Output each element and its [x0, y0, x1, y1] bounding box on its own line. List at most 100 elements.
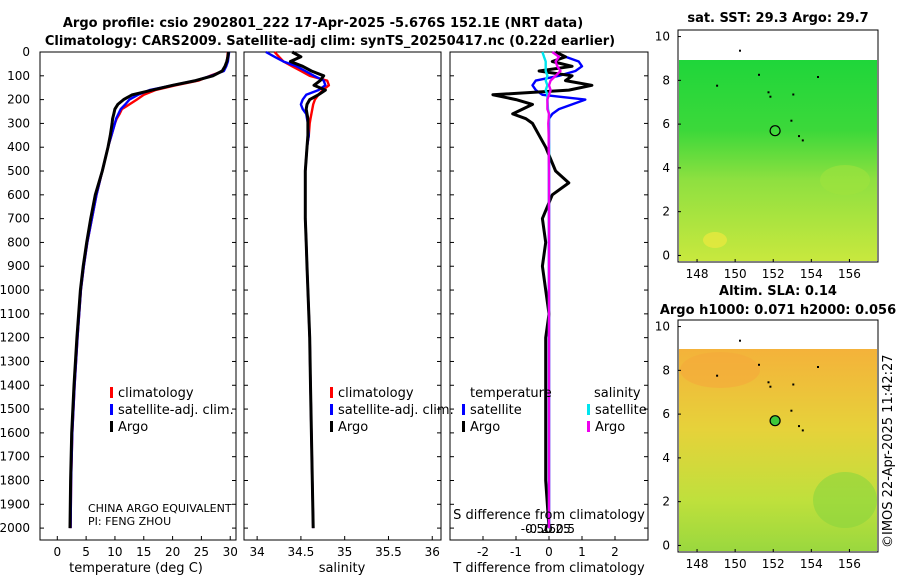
legend-marker-t-satellite [462, 404, 465, 415]
sst-warm-patch [820, 165, 870, 195]
temperature-lines [68, 51, 231, 529]
salinity-xlabel: salinity [319, 561, 366, 576]
legend-label-t-argo: Argo [470, 420, 500, 435]
sla-map-frame [677, 319, 879, 553]
salinity-legend: climatology satellite-adj. clim. Argo [330, 386, 454, 435]
island-dot [769, 385, 772, 388]
map-y-tick-label: 8 [662, 363, 670, 377]
legend-label-t-satellite: satellite [470, 403, 522, 418]
t-difference-x-ticks: -2 -1 0 1 2 [477, 536, 619, 559]
x-tick-label: 0 [545, 545, 553, 559]
sst-map-title: sat. SST: 29.3 Argo: 29.7 [687, 11, 868, 26]
island-dot [817, 76, 819, 78]
temperature-panel: 0 5 10 15 20 25 30 temperature (deg C) climato… [39, 51, 238, 576]
depth-tick-label: 1000 [0, 283, 30, 297]
depth-tick-label: 1700 [0, 450, 30, 464]
island-dot [767, 381, 770, 384]
x-tick-label: 0 [53, 545, 61, 559]
sla-map-title: Altim. SLA: 0.14 [719, 284, 837, 299]
t-difference-xlabel: T difference from climatology [452, 561, 645, 576]
x-tick-label: 35.5 [375, 545, 402, 559]
series-line-t-satellite [531, 50, 587, 529]
legend-label-argo: Argo [118, 420, 148, 435]
depth-tick-label: 1500 [0, 402, 30, 416]
depth-tick-label: 1800 [0, 473, 30, 487]
legend-label-satellite: satellite-adj. clim. [338, 403, 454, 418]
x-tick-label: 34.5 [288, 545, 315, 559]
sla-map-ticks: 148 150 152 154 156 0 2 4 6 8 10 [655, 320, 861, 571]
legend-marker-argo [110, 421, 113, 432]
s-tick-label: 0.5 [556, 522, 575, 536]
depth-tick-label: 0 [22, 45, 30, 59]
difference-legend: temperature salinity satellite Argo sate… [462, 386, 647, 435]
depth-tick-label: 100 [7, 69, 30, 83]
depth-tick-label: 1100 [0, 307, 30, 321]
sst-map-frame [677, 29, 879, 263]
map-x-tick-label: 148 [686, 267, 709, 281]
island-dot [758, 73, 760, 76]
credit-timestamp: ©IMOS 22-Apr-2025 11:42:27 [881, 354, 896, 548]
sla-map: Altim. SLA: 0.14 Argo h1000: 0.071 h2000… [655, 284, 896, 571]
map-y-tick-label: 2 [662, 495, 670, 509]
x-tick-label: 35 [337, 545, 352, 559]
series-line-climatology [273, 51, 331, 529]
figure-title-line1: Argo profile: csio 2902801_222 17-Apr-20… [63, 16, 583, 31]
depth-tick-label: 1200 [0, 331, 30, 345]
map-y-tick-label: 10 [655, 30, 670, 44]
depth-tick-label: 1400 [0, 378, 30, 392]
series-line-satellite-adj-clim- [265, 50, 327, 529]
argo-float-marker [769, 415, 781, 427]
legend-marker-climatology [110, 387, 113, 398]
argo-float-marker [769, 125, 781, 137]
legend-title-temperature: temperature [470, 386, 552, 401]
legend-title-salinity: salinity [594, 386, 641, 401]
island-dot [758, 363, 760, 366]
difference-lines [491, 50, 594, 529]
legend-label-satellite: satellite-adj. clim. [118, 403, 234, 418]
x-tick-label: 34 [249, 545, 264, 559]
depth-tick-label: 1300 [0, 354, 30, 368]
sla-low-patch [813, 472, 877, 528]
map-x-tick-label: 154 [800, 267, 823, 281]
sst-map-ticks: 148 150 152 154 156 0 2 4 6 8 10 [655, 30, 861, 281]
island-dot [798, 425, 800, 428]
island-dot [739, 339, 741, 342]
series-line-argo [288, 50, 327, 529]
map-y-tick-label: 0 [662, 538, 670, 552]
map-y-tick-label: 2 [662, 205, 670, 219]
island-dot [801, 139, 804, 142]
s-tick-label: 0.25 [544, 522, 571, 536]
x-tick-label: 1 [578, 545, 586, 559]
depth-axis: 0 100 200 300 400 500 600 700 800 900 1000 1100 1200… [0, 45, 648, 535]
map-x-tick-label: 152 [762, 267, 785, 281]
island-dot [769, 95, 772, 98]
temperature-legend: climatology satellite-adj. clim. Argo [110, 386, 234, 435]
x-tick-label: 2 [611, 545, 619, 559]
map-x-tick-label: 156 [838, 557, 861, 571]
series-line-satellite-adj-clim- [69, 51, 231, 529]
salinity-lines [265, 50, 331, 529]
depth-tick-label: 800 [7, 235, 30, 249]
figure-title-line2: Climatology: CARS2009. Satellite-adj cli… [45, 34, 615, 49]
island-dot [790, 119, 793, 122]
map-x-tick-label: 150 [724, 267, 747, 281]
series-line-t-argo [491, 50, 594, 529]
institution-note: CHINA ARGO EQUIVALENT [88, 502, 232, 515]
map-x-tick-label: 150 [724, 557, 747, 571]
map-x-tick-label: 154 [800, 557, 823, 571]
sla-map-subtitle: Argo h1000: 0.071 h2000: 0.056 [660, 303, 896, 318]
legend-label-s-satellite: satellite [595, 403, 647, 418]
map-x-tick-label: 148 [686, 557, 709, 571]
legend-label-argo: Argo [338, 420, 368, 435]
legend-marker-satellite [330, 404, 333, 415]
legend-label-s-argo: Argo [595, 420, 625, 435]
legend-label-climatology: climatology [118, 386, 194, 401]
x-tick-label: 30 [223, 545, 238, 559]
island-dot [716, 374, 719, 377]
legend-marker-t-argo [462, 421, 465, 432]
island-dot [801, 429, 804, 432]
island-dot [792, 383, 795, 386]
pi-note: PI: FENG ZHOU [88, 515, 171, 528]
island-dot [716, 84, 719, 87]
